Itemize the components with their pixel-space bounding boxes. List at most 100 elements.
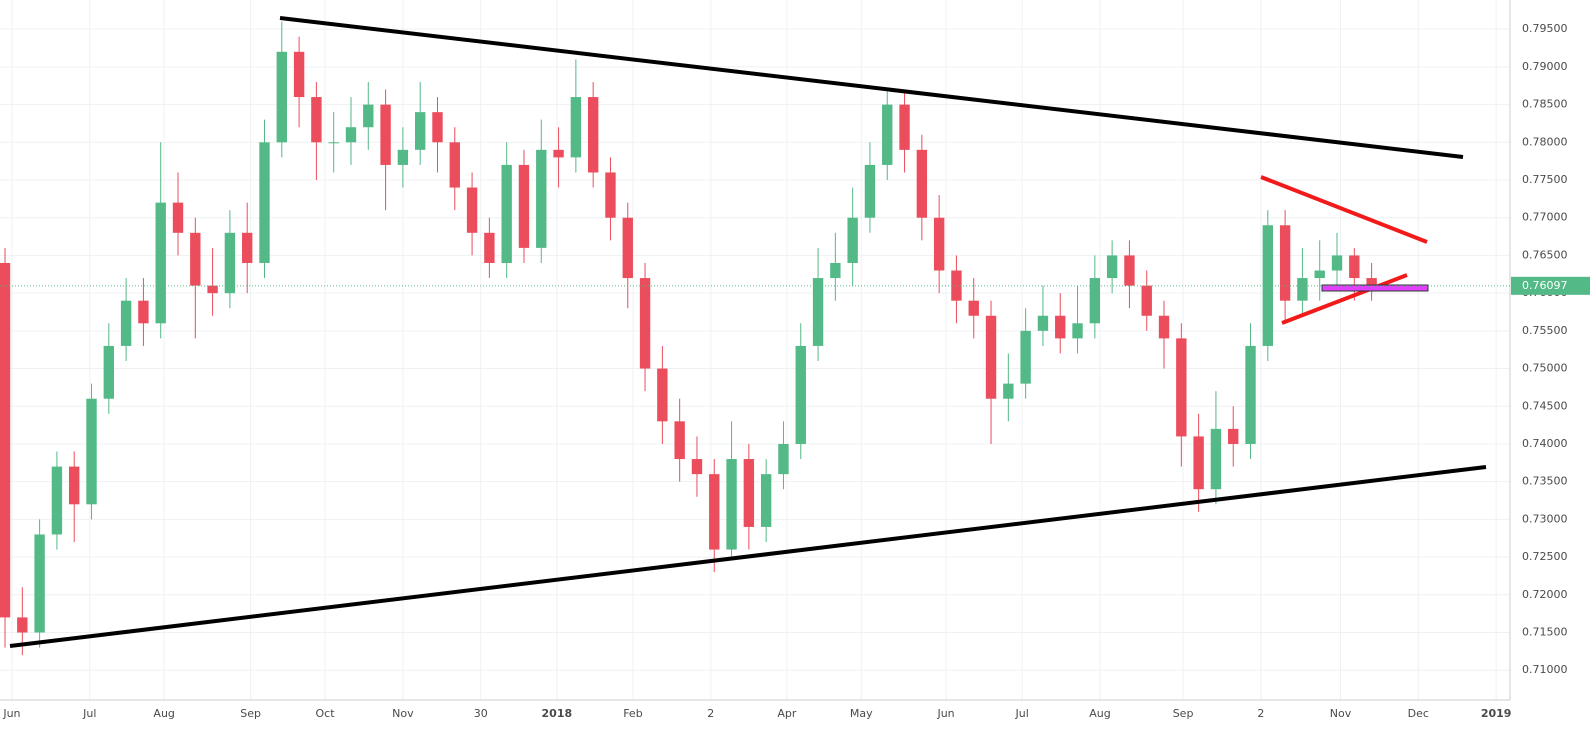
x-tick-label: Dec xyxy=(1408,707,1429,720)
x-tick-label: 2 xyxy=(1257,707,1264,720)
candle-body xyxy=(570,97,582,158)
y-tick-label: 0.77500 xyxy=(1522,173,1568,186)
support-trendline xyxy=(9,465,1487,648)
candle-body xyxy=(69,466,80,505)
candles xyxy=(0,21,1377,656)
candle-body xyxy=(103,345,114,399)
pennant-lower-line xyxy=(1281,273,1408,325)
y-tick-label: 0.73000 xyxy=(1522,512,1568,525)
candle-body xyxy=(1176,338,1187,437)
candle-body xyxy=(864,164,876,218)
y-tick-label: 0.76500 xyxy=(1522,248,1568,261)
x-tick-label: Oct xyxy=(316,707,336,720)
x-tick-label: Jun xyxy=(936,707,954,720)
candle-body xyxy=(293,51,305,98)
candle-body xyxy=(985,315,997,399)
x-tick-label: Nov xyxy=(392,707,414,720)
candle-body xyxy=(138,300,149,324)
x-tick-label: Aug xyxy=(1089,707,1110,720)
candle-body xyxy=(1072,323,1083,339)
candle-body xyxy=(345,127,357,143)
candle-body xyxy=(432,112,443,143)
candle-body xyxy=(1349,255,1360,279)
candle-body xyxy=(380,104,391,165)
x-tick-label: Jul xyxy=(82,707,96,720)
candle-body xyxy=(1366,278,1377,286)
candle-body xyxy=(86,398,97,505)
candle-body xyxy=(1314,270,1325,279)
candle-body xyxy=(224,232,236,294)
candle-body xyxy=(414,112,426,150)
grid xyxy=(0,0,1510,700)
x-tick-label: 2 xyxy=(707,707,714,720)
x-tick-label: Aug xyxy=(153,707,174,720)
candle-body xyxy=(242,232,253,263)
candle-body xyxy=(363,104,374,128)
candle-body xyxy=(709,474,720,550)
candle-body xyxy=(276,51,287,143)
candle-body xyxy=(622,217,633,279)
candle-body xyxy=(1193,436,1204,490)
candle-body xyxy=(1124,255,1135,286)
y-tick-label: 0.73500 xyxy=(1522,475,1568,488)
candle-body xyxy=(466,187,478,233)
candle-body xyxy=(1106,255,1118,279)
y-tick-label: 0.75500 xyxy=(1522,324,1568,337)
candle-body xyxy=(899,104,910,150)
candle-body xyxy=(1055,315,1066,339)
candle-body xyxy=(501,164,512,263)
candle-body xyxy=(1210,428,1222,490)
candle-body xyxy=(259,142,270,263)
x-tick-label: Apr xyxy=(777,707,797,720)
axes: 0.71000 0.71500 0.72000 0.72500 0.73000 0.735… xyxy=(0,22,1590,720)
candle-body xyxy=(155,202,166,324)
candle-body xyxy=(882,104,893,165)
y-tick-label: 0.77000 xyxy=(1522,211,1568,224)
x-tick-label: Nov xyxy=(1330,707,1352,720)
x-tick-label: 2018 xyxy=(542,707,573,720)
x-tick-label: Sep xyxy=(1173,707,1194,720)
candle-body xyxy=(449,142,460,188)
x-tick-label: 30 xyxy=(474,707,488,720)
candle-body xyxy=(120,300,132,346)
y-tick-label: 0.75000 xyxy=(1522,362,1568,375)
candle-body xyxy=(484,232,495,263)
candle-body xyxy=(328,142,339,144)
candle-body xyxy=(760,474,772,527)
candle-body xyxy=(1141,285,1152,316)
candle-body xyxy=(34,534,45,633)
candle-body xyxy=(795,345,806,444)
x-tick-label: May xyxy=(850,707,873,720)
candle-body xyxy=(1089,278,1101,324)
y-tick-label: 0.78000 xyxy=(1522,135,1568,148)
resistance-trendline xyxy=(279,16,1464,159)
candle-body xyxy=(916,149,928,218)
y-tick-label: 0.71000 xyxy=(1522,663,1568,676)
candle-body xyxy=(172,202,184,233)
candle-body xyxy=(0,262,11,618)
last-price-box xyxy=(1511,276,1590,295)
y-tick-label: 0.74000 xyxy=(1522,437,1568,450)
last-price-label: 0.76097 xyxy=(1522,279,1568,292)
candle-body xyxy=(812,278,824,346)
candle-body xyxy=(1297,278,1308,301)
candle-body xyxy=(639,278,651,369)
x-tick-label: Sep xyxy=(240,707,261,720)
pennant-upper-line xyxy=(1260,175,1428,244)
candle-body xyxy=(190,232,201,286)
candle-body xyxy=(1245,345,1256,444)
candle-body xyxy=(933,217,945,271)
candle-body xyxy=(1262,225,1274,346)
candle-body xyxy=(1279,225,1291,301)
candle-body xyxy=(536,149,547,248)
y-tick-label: 0.74500 xyxy=(1522,399,1568,412)
y-tick-label: 0.72000 xyxy=(1522,588,1568,601)
candle-body xyxy=(951,270,962,301)
candle-body xyxy=(17,617,28,633)
y-tick-label: 0.78500 xyxy=(1522,98,1568,111)
x-tick-label: Jul xyxy=(1015,707,1029,720)
candle-body xyxy=(1020,330,1031,384)
candle-body xyxy=(968,300,979,316)
candle-body xyxy=(397,149,409,165)
